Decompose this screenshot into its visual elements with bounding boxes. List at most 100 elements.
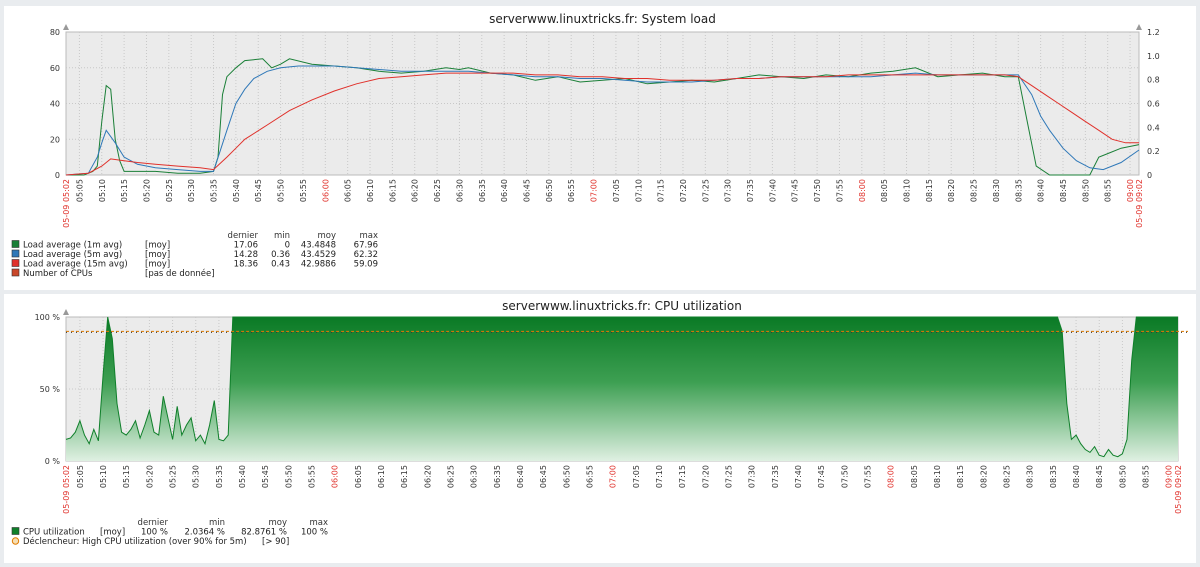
legend-series-name: Load average (5m avg) (23, 250, 122, 260)
x-tick-label: 08:50 (1081, 179, 1090, 202)
x-tick-label: 05:30 (192, 465, 201, 488)
x-end-label: 05-09 09:02 (1174, 465, 1183, 514)
legend-header: min (209, 518, 225, 528)
cpu-line (65, 316, 1178, 458)
legend-series-name: Load average (1m avg) (23, 241, 122, 251)
trigger-icon (11, 537, 20, 545)
x-tick-label: 09:00 (1165, 465, 1174, 488)
x-tick-label: 06:20 (411, 179, 420, 202)
x-tick-label: 06:55 (567, 179, 576, 202)
legend-series-func: [moy] (145, 260, 170, 270)
x-tick-label: 07:25 (701, 179, 710, 202)
y-tick-label: 40 (50, 100, 60, 109)
x-tick-label: 06:10 (377, 465, 386, 488)
series-line-0 (66, 58, 1140, 176)
legend-stat: 43.4848 (301, 241, 336, 251)
x-tick-label: 07:00 (590, 179, 599, 202)
x-tick-label: 07:20 (701, 465, 710, 488)
y-tick-label: 0 (55, 171, 60, 180)
x-tick-label: 07:10 (634, 179, 643, 202)
x-tick-label: 05:40 (238, 465, 247, 488)
x-tick-label: 08:05 (880, 179, 889, 202)
x-tick-label: 08:55 (1104, 179, 1113, 202)
legend-swatch (11, 259, 20, 267)
trigger-name: Déclencheur: High CPU utilization (over … (23, 536, 247, 547)
x-tick-label: 05:05 (75, 179, 84, 202)
x-tick-label: 08:25 (1003, 465, 1012, 488)
y-tick-label: 20 (50, 135, 60, 144)
system-load-legend: dernier min moy max Load average (1m avg) [mo… (11, 231, 378, 279)
legend-swatch (11, 249, 20, 258)
y-tick-label: 50 % (40, 385, 61, 394)
x-tick-label: 05:30 (187, 179, 196, 202)
legend-stat: 0.36 (271, 250, 290, 260)
x-tick-label: 07:55 (835, 179, 844, 202)
x-tick-label: 06:45 (522, 179, 531, 202)
x-tick-label: 08:40 (1072, 465, 1081, 488)
x-tick-label: 06:25 (433, 179, 442, 202)
x-tick-label: 07:45 (791, 179, 800, 202)
x-tick-label: 07:25 (725, 465, 734, 488)
x-tick-label: 08:35 (1049, 465, 1058, 488)
x-tick-label: 07:45 (817, 465, 826, 488)
x-tick-label: 07:30 (748, 465, 757, 488)
legend-stat: 62.32 (354, 250, 378, 260)
legend-series-func: [pas de donnée] (145, 268, 215, 279)
x-tick-label: 08:15 (925, 179, 934, 202)
legend-stat: 0 (285, 241, 290, 251)
legend-series-name: Load average (15m avg) (23, 260, 128, 270)
x-tick-label: 06:40 (516, 465, 525, 488)
x-tick-label: 08:10 (903, 179, 912, 202)
x-tick-label: 08:20 (947, 179, 956, 202)
cpu-area (66, 317, 1178, 461)
x-tick-label: 05:55 (308, 465, 317, 488)
x-tick-label: 07:35 (746, 179, 755, 202)
legend-series-func: [moy] (100, 528, 125, 538)
x-tick-label: 07:10 (655, 465, 664, 488)
x-tick-label: 07:20 (679, 179, 688, 202)
x-tick-label: 05:35 (215, 465, 224, 488)
legend-stat: 18.36 (234, 260, 258, 270)
cpu-legend: dernier min moy max CPU utilization [moy] 100 … (11, 518, 328, 547)
x-tick-label: 07:40 (794, 465, 803, 488)
x-tick-label: 07:50 (813, 179, 822, 202)
x-tick-label: 05:45 (261, 465, 270, 488)
x-tick-label: 05:35 (210, 179, 219, 202)
y2-tick-label: 0.8 (1147, 76, 1160, 85)
x-tick-label: 05:25 (165, 179, 174, 202)
x-tick-label: 06:15 (400, 465, 409, 488)
y2-tick-label: 0.2 (1147, 147, 1160, 156)
chart-title: serverwww.linuxtricks.fr: CPU utilizatio… (502, 299, 742, 313)
x-tick-label: 08:40 (1037, 179, 1046, 202)
y-tick-label: 80 (50, 28, 60, 37)
y2-axis-arrow (1136, 24, 1142, 30)
x-tick-label: 06:55 (586, 465, 595, 488)
legend-stat: 100 % (141, 528, 168, 538)
legend-stat: 42.9886 (301, 260, 336, 270)
x-tick-label: 07:40 (768, 179, 777, 202)
x-tick-label: 08:30 (1026, 465, 1035, 488)
x-end-label: 05-09 09:02 (1135, 179, 1144, 228)
x-tick-label: 05:20 (145, 465, 154, 488)
x-tick-label: 06:00 (321, 179, 330, 202)
legend-stat: 2.0364 % (184, 528, 225, 538)
x-tick-label: 05:05 (76, 465, 85, 488)
legend-header: max (359, 231, 378, 241)
legend-header: min (274, 231, 290, 241)
y-tick-label: 100 % (35, 313, 61, 322)
x-tick-label: 07:35 (771, 465, 780, 488)
chart-title: serverwww.linuxtricks.fr: System load (489, 12, 716, 26)
legend-stat: 43.4529 (301, 250, 336, 260)
y2-tick-label: 1.0 (1147, 52, 1160, 61)
y-tick-label: 60 (50, 64, 60, 73)
legend-header: dernier (138, 518, 169, 528)
x-tick-label: 05:50 (277, 179, 286, 202)
legend-stat: 100 % (301, 528, 328, 538)
legend-series-name: Number of CPUs (23, 269, 93, 279)
cpu-utilization-chart: serverwww.linuxtricks.fr: CPU utilizatio… (4, 294, 1196, 563)
x-tick-label: 06:50 (562, 465, 571, 488)
x-tick-label: 06:15 (388, 179, 397, 202)
legend-header: moy (268, 518, 287, 528)
x-tick-label: 08:35 (1014, 179, 1023, 202)
